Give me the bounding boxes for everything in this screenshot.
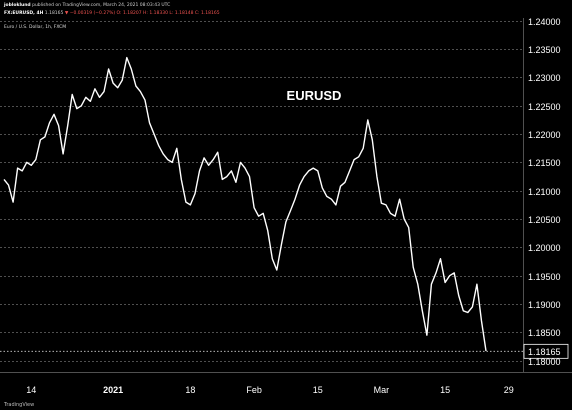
x-tick-label: 29 xyxy=(504,385,514,395)
author-name[interactable]: jobloklund xyxy=(4,3,31,8)
y-tick-label: 1.22500 xyxy=(528,102,561,112)
x-tick-label: 14 xyxy=(26,385,36,395)
y-tick-label: 1.21500 xyxy=(528,158,561,168)
grid-layer xyxy=(0,21,523,362)
x-tick-label: 2021 xyxy=(103,385,123,395)
y-tick-label: 1.23000 xyxy=(528,73,561,83)
last-price-box xyxy=(523,343,569,359)
y-tick-label: 1.18000 xyxy=(528,357,561,367)
change-value: ▼ −0.00319 (−0.27%) xyxy=(64,11,116,16)
series-layer xyxy=(3,56,487,352)
x-tick-label: 15 xyxy=(440,385,450,395)
x-tick-label: Feb xyxy=(246,385,262,395)
symbol-label: FX:EURUSD, 4H xyxy=(4,11,44,16)
series-label: Euro / U.S. Dollar, 1h, FXCM xyxy=(4,25,67,30)
y-tick-label: 1.24000 xyxy=(528,17,561,27)
y-tick-label: 1.19000 xyxy=(528,300,561,310)
y-tick-label: 1.20000 xyxy=(528,243,561,253)
tradingview-logo[interactable]: TradingView xyxy=(4,402,35,408)
x-tick-label: 15 xyxy=(313,385,323,395)
last-price-label: 1.18165 xyxy=(528,347,561,357)
y-tick-label: 1.23500 xyxy=(528,45,561,55)
author-line: jobloklund published on TradingView.com,… xyxy=(4,3,170,9)
y-tick-label: 1.21000 xyxy=(528,187,561,197)
x-tick-label: Mar xyxy=(374,385,390,395)
y-axis-layer: 1.24000 1.23500 1.23000 1.22500 1.22000 1.215… xyxy=(528,17,561,367)
y-tick-label: 1.20500 xyxy=(528,215,561,225)
chart-title: EURUSD xyxy=(287,88,342,103)
price-line xyxy=(3,56,487,352)
y-tick-label: 1.18500 xyxy=(528,328,561,338)
x-axis-layer: 14 2021 18 Feb 15 Mar 15 29 xyxy=(26,385,513,395)
x-tick-label: 18 xyxy=(185,385,195,395)
ohlc-values: O: 1.18207 H: 1.18330 L: 1.18148 C: 1.18… xyxy=(116,11,220,16)
y-tick-label: 1.19500 xyxy=(528,272,561,282)
published-text: published on TradingView.com, March 24, … xyxy=(32,3,171,8)
last-value: 1.18165 xyxy=(44,11,64,16)
y-tick-label: 1.22000 xyxy=(528,130,561,140)
last-price-layer: 1.18165 xyxy=(0,343,569,359)
symbol-line: FX:EURUSD, 4H 1.18165 ▼ −0.00319 (−0.27%… xyxy=(4,11,220,17)
